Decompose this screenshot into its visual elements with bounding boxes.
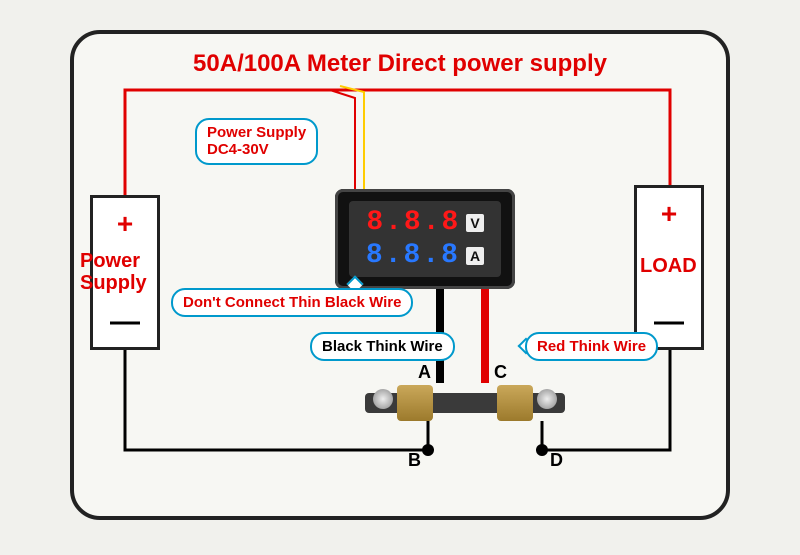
load-minus-terminal: —	[654, 305, 684, 339]
power-supply-label: Power Supply	[80, 250, 147, 294]
point-C: C	[494, 362, 507, 383]
load-label: LOAD	[640, 255, 697, 278]
meter-amp-reading: 8.8.8	[366, 240, 460, 271]
load-plus-terminal: +	[661, 198, 677, 230]
ps-plus-terminal: +	[117, 208, 133, 240]
point-D: D	[550, 450, 563, 471]
meter-amp-unit: A	[466, 247, 484, 265]
point-B: B	[408, 450, 421, 471]
meter-volt-reading: 8.8.8	[366, 207, 460, 238]
callout-black-thick: Black Think Wire	[310, 332, 455, 361]
callout-red-thick: Red Think Wire	[525, 332, 658, 361]
shunt-resistor	[365, 385, 565, 421]
callout-ps-range: Power Supply DC4-30V	[195, 118, 318, 165]
point-A: A	[418, 362, 431, 383]
meter-volt-unit: V	[466, 214, 483, 232]
meter-device: 8.8.8 V 8.8.8 A	[335, 189, 515, 289]
ps-minus-terminal: —	[110, 305, 140, 339]
diagram-title: 50A/100A Meter Direct power supply	[193, 50, 607, 78]
meter-screen: 8.8.8 V 8.8.8 A	[349, 201, 501, 277]
callout-no-thin-black: Don't Connect Thin Black Wire	[171, 288, 413, 317]
